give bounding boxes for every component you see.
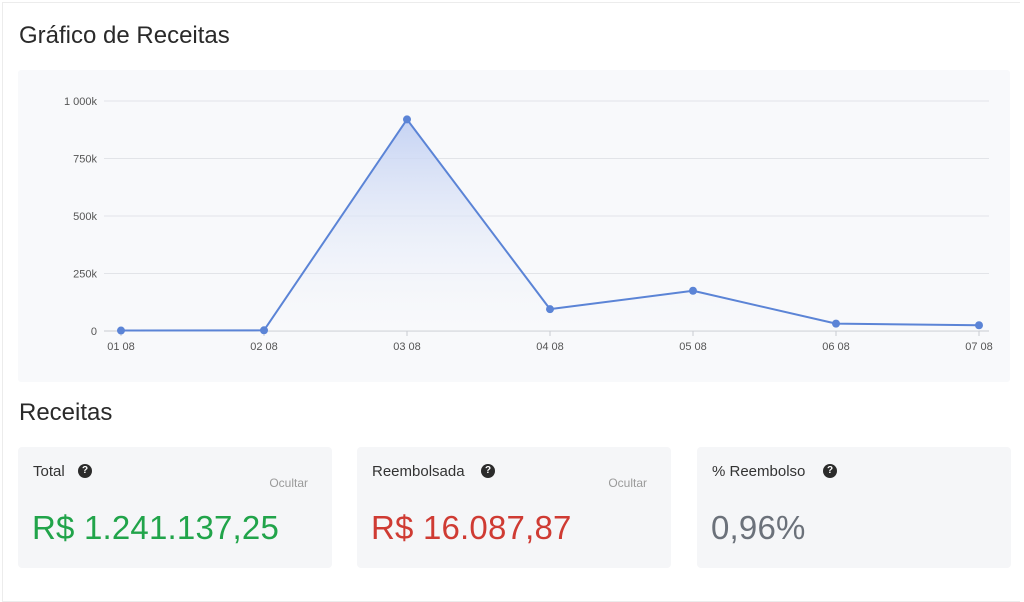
- series-area: [121, 119, 979, 332]
- refunded-revenue-card: Reembolsada ? Ocultar R$ 16.087,87: [357, 447, 671, 568]
- x-tick-label: 02 08: [250, 341, 278, 353]
- chart-title: Gráfico de Receitas: [19, 22, 230, 49]
- total-label: Total: [33, 463, 65, 480]
- series-line: [120, 118, 980, 332]
- x-tick-label: 04 08: [536, 341, 564, 353]
- question-circle-icon[interactable]: ?: [823, 464, 837, 478]
- question-circle-icon[interactable]: ?: [78, 464, 92, 478]
- total-value: R$ 1.241.137,25: [32, 509, 280, 546]
- y-tick-label: 1 000k: [64, 96, 98, 108]
- x-tick-label: 07 08: [965, 341, 993, 353]
- data-point: [403, 115, 411, 124]
- data-point: [689, 286, 697, 295]
- y-tick-label: 0: [91, 326, 97, 338]
- y-tick-label: 250k: [73, 269, 97, 281]
- x-tick-label: 05 08: [679, 341, 707, 353]
- revenue-section-title: Receitas: [19, 399, 113, 426]
- y-tick-label: 500k: [73, 211, 97, 223]
- total-revenue-card: Total ? Ocultar R$ 1.241.137,25: [18, 447, 332, 568]
- hide-total-link[interactable]: Ocultar: [269, 476, 308, 490]
- data-point: [832, 319, 840, 328]
- revenue-chart: 0 250k 500k 750k 1 000k 01 08 02 08 03 08 04 08 0…: [18, 70, 1010, 382]
- y-tick-label: 750k: [73, 154, 97, 166]
- x-tick-label: 06 08: [822, 341, 850, 353]
- question-circle-icon[interactable]: ?: [481, 464, 495, 478]
- data-point: [117, 326, 125, 335]
- refund-pct-label: % Reembolso: [712, 463, 806, 480]
- data-point: [546, 305, 554, 314]
- chart-canvas: 0 250k 500k 750k 1 000k 01 08 02 08 03 08 04 08 0…: [64, 96, 993, 353]
- x-tick-label: 03 08: [393, 341, 421, 353]
- data-point: [260, 326, 268, 335]
- refunded-label: Reembolsada: [372, 463, 465, 480]
- hide-refunded-link[interactable]: Ocultar: [608, 476, 647, 490]
- refund-percentage-card: % Reembolso ? 0,96%: [697, 447, 1011, 568]
- data-point: [975, 321, 983, 330]
- refund-pct-value: 0,96%: [711, 509, 806, 546]
- x-tick-label: 01 08: [107, 341, 135, 353]
- refunded-value: R$ 16.087,87: [371, 509, 572, 546]
